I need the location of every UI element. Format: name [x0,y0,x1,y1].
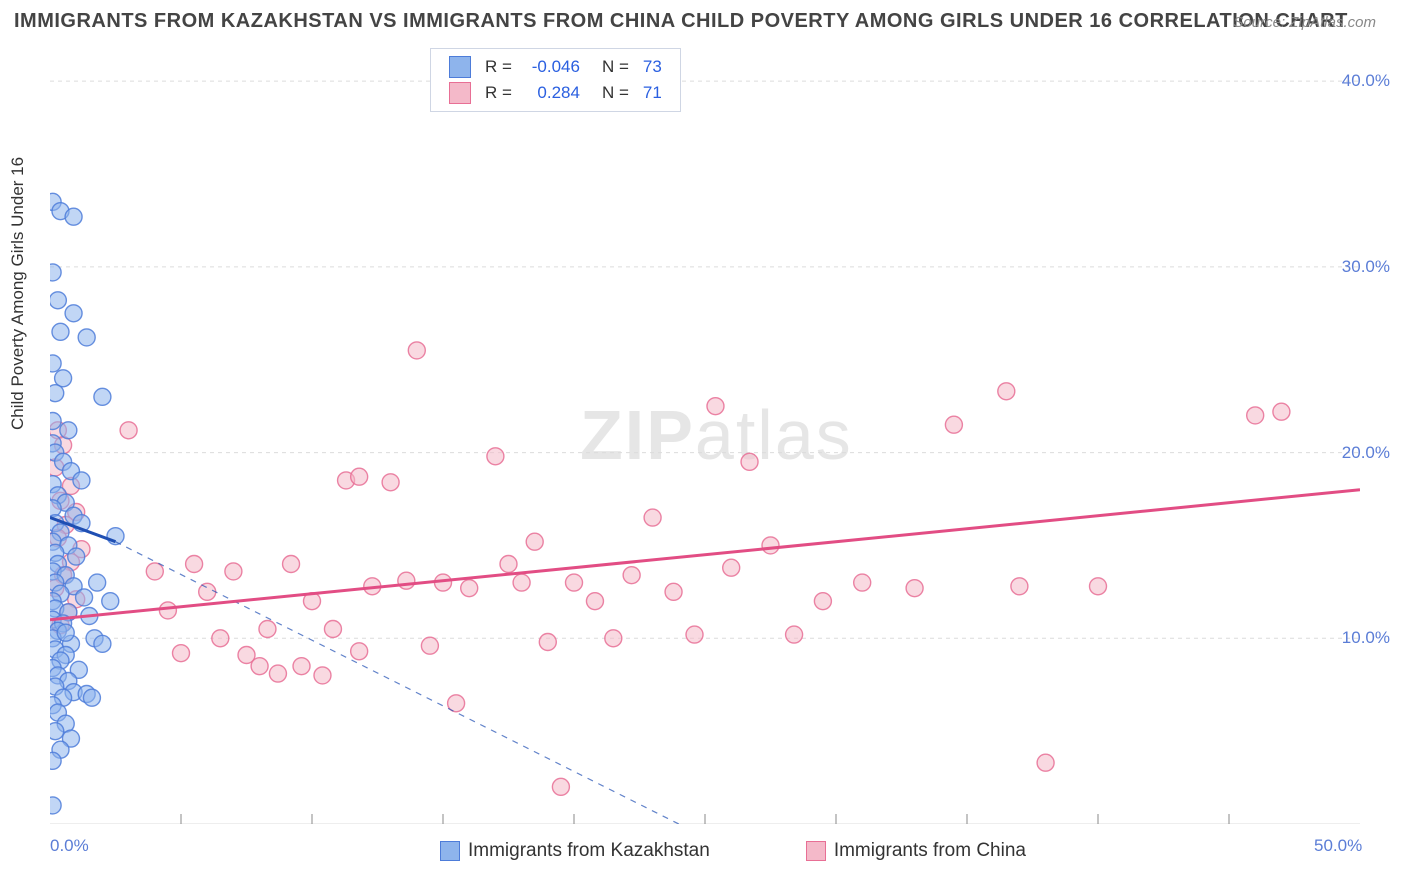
y-axis-label: Child Poverty Among Girls Under 16 [8,157,28,430]
x-tick-label: 0.0% [50,836,89,856]
y-tick-label: 20.0% [1342,443,1390,463]
y-tick-label: 40.0% [1342,71,1390,91]
legend-swatch-icon [440,841,460,861]
chart-title: IMMIGRANTS FROM KAZAKHSTAN VS IMMIGRANTS… [14,10,1348,33]
source-value: ZipAtlas.com [1289,14,1376,31]
legend-series: Immigrants from Kazakhstan Immigrants fro… [440,840,1122,862]
legend-r-label: R = [479,55,518,79]
legend-n-value: 71 [637,81,668,105]
legend-r-value: 0.284 [520,81,586,105]
legend-n-value: 73 [637,55,668,79]
legend-row: R =-0.046N =73 [443,55,668,79]
y-tick-label: 30.0% [1342,257,1390,277]
legend-row: R = 0.284N =71 [443,81,668,105]
legend-item-label: Immigrants from Kazakhstan [468,840,710,861]
legend-item-label: Immigrants from China [834,840,1026,861]
legend-correlation-box: R =-0.046N =73R = 0.284N =71 [430,48,681,112]
source-label: Source: [1233,14,1289,31]
x-tick-label: 50.0% [1314,836,1362,856]
scatter-chart [50,44,1360,824]
legend-swatch-icon [806,841,826,861]
legend-item: Immigrants from China [806,840,1074,861]
legend-n-label: N = [588,55,635,79]
legend-r-label: R = [479,81,518,105]
legend-swatch-icon [449,56,471,78]
legend-n-label: N = [588,81,635,105]
y-tick-label: 10.0% [1342,628,1390,648]
legend-swatch-icon [449,82,471,104]
legend-item: Immigrants from Kazakhstan [440,840,758,861]
source-attribution: Source: ZipAtlas.com [1233,14,1376,31]
legend-r-value: -0.046 [520,55,586,79]
